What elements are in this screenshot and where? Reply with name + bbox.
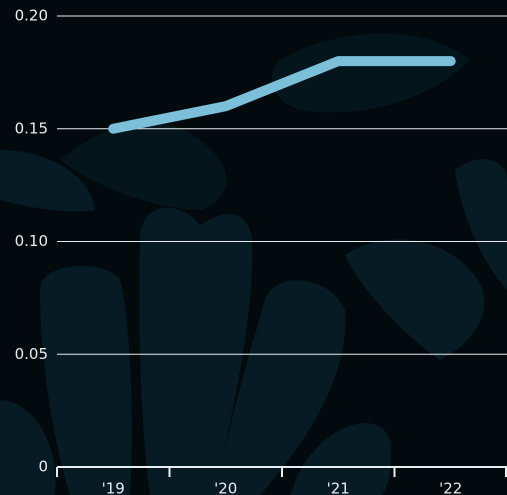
y-tick-label: 0.20 [15,7,48,25]
y-tick-label: 0.10 [15,232,48,250]
y-tick-label: 0.05 [15,345,48,363]
line [108,56,456,134]
decoration [0,33,507,495]
x-tick-label: '22 [439,480,462,495]
x-tick-label: '19 [102,480,125,495]
x-tick-label: '20 [214,480,237,495]
y-tick-label: 0.15 [15,119,48,137]
x-tick-label: '21 [327,480,350,495]
y-tick-label: 0 [38,458,48,476]
